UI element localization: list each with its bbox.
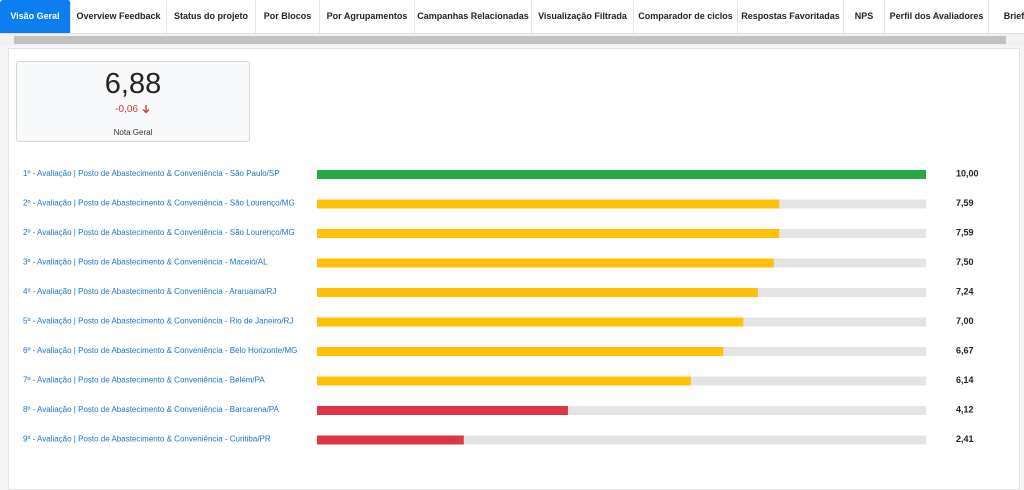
bar [317, 376, 691, 386]
bar [317, 288, 758, 297]
scroll-thumb[interactable] [14, 36, 1006, 44]
value-label: 7,59 [956, 198, 974, 208]
row-label[interactable]: 7º - Avaliação | Posto de Abastecimento … [23, 376, 265, 385]
value-label: 2,41 [956, 434, 974, 444]
value-label: 6,67 [956, 345, 974, 355]
row-label[interactable]: 1º - Avaliação | Posto de Abastecimento … [23, 169, 280, 178]
bar [317, 347, 724, 356]
bar [317, 258, 774, 268]
bar [317, 317, 744, 327]
bar [317, 229, 780, 238]
row-label[interactable]: 9º - Avaliação | Posto de Abastecimento … [23, 435, 271, 444]
kpi-value: 6,88 [104, 68, 162, 100]
row-label[interactable]: 2º - Avaliação | Posto de Abastecimento … [23, 228, 295, 237]
row-label[interactable]: 5º - Avaliação | Posto de Abastecimento … [23, 317, 293, 326]
value-label: 4,12 [956, 404, 974, 414]
tab[interactable]: Perfil dos Avaliadores [885, 0, 989, 33]
tab[interactable]: Comparador de ciclos [634, 0, 738, 33]
bar [317, 435, 464, 445]
tab[interactable]: Por Blocos [256, 0, 320, 33]
row-label[interactable]: 4º - Avaliação | Posto de Abastecimento … [23, 287, 276, 296]
row-label[interactable]: 8º - Avaliação | Posto de Abastecimento … [23, 405, 280, 414]
kpi-delta: -0,06 [17, 104, 249, 115]
value-label: 10,00 [956, 168, 979, 178]
value-label: 7,59 [956, 227, 974, 237]
kpi-delta-text: -0,06 [115, 104, 138, 115]
ranking: 1º - Avaliação | Posto de Abastecimento … [23, 168, 979, 445]
row-label[interactable]: 3º - Avaliação | Posto de Abastecimento … [23, 258, 268, 267]
row-label[interactable]: 2º - Avaliação | Posto de Abastecimento … [23, 199, 295, 208]
value-label: 7,00 [956, 316, 974, 326]
row-label[interactable]: 6º - Avaliação | Posto de Abastecimento … [23, 346, 297, 355]
down-arrow [142, 105, 150, 114]
kpi-label: Nota Geral [113, 128, 153, 137]
value-label: 7,24 [956, 286, 974, 296]
bar-track [317, 435, 926, 445]
value-label: 6,14 [956, 375, 974, 385]
tab[interactable]: Brief [989, 0, 1024, 33]
tab[interactable]: Campanhas Relacionadas [415, 0, 532, 33]
tab[interactable]: Status do projeto [167, 0, 256, 33]
tab-bar: Visão Geral Overview Feedback Status do pr… [0, 0, 1024, 34]
tab[interactable]: NPS [844, 0, 885, 33]
tab[interactable]: Overview Feedback [71, 0, 167, 33]
bar [317, 199, 780, 209]
tab[interactable]: Visão Geral [0, 0, 71, 33]
value-label: 7,50 [956, 257, 974, 267]
kpi-card: 6,88 -0,06 Nota Geral [16, 61, 250, 142]
tab[interactable]: Visualização Filtrada [532, 0, 634, 33]
tab[interactable]: Por Agrupamentos [320, 0, 415, 33]
bar [317, 406, 568, 415]
bar-track [317, 406, 926, 415]
scrollbar[interactable] [0, 34, 1024, 46]
tab[interactable]: Respostas Favoritadas [738, 0, 844, 33]
bar [317, 170, 926, 179]
